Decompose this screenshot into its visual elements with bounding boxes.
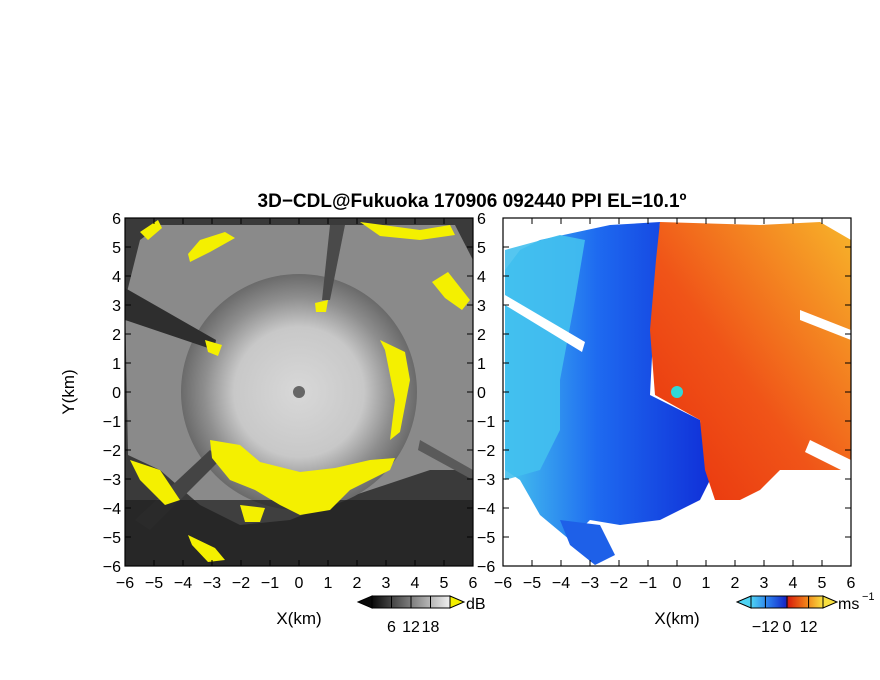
y-tick-label: −1 <box>103 414 121 431</box>
y-tick-label: −5 <box>477 530 495 547</box>
colorbar-tick-label: 0 <box>783 619 792 636</box>
y-tick-label: −4 <box>103 501 121 518</box>
y-tick-label: 5 <box>477 240 486 257</box>
y-tick-label: 1 <box>477 356 486 373</box>
reflectivity-image <box>125 218 473 566</box>
colorbar-tick-label: 12 <box>800 619 818 636</box>
x-tick-label: 0 <box>295 575 304 592</box>
x-tick-label: 0 <box>673 575 682 592</box>
y-tick-label: −3 <box>103 472 121 489</box>
reflectivity-colorbar-ticks: 6 12 18 <box>387 596 440 636</box>
x-tick-label: −6 <box>494 575 512 592</box>
x-tick-label: 5 <box>440 575 449 592</box>
colorbar-tick-label: 18 <box>422 619 440 636</box>
y-tick-label: 6 <box>477 211 486 228</box>
x-tick-label: −1 <box>261 575 279 592</box>
colorbar-tick-label: −12 <box>752 619 779 636</box>
y-tick-label: 4 <box>477 269 486 286</box>
velocity-colorbar-ticks: −12 0 12 <box>752 596 818 636</box>
velocity-panel: −6 −5 −4 −3 −2 −1 0 1 2 3 4 5 6 6 5 4 3 2 1 0 −1 −2 −3 −4 −5 −6 <box>477 211 856 592</box>
velocity-colorbar-unit: ms <box>838 596 859 613</box>
x-tick-label: 6 <box>847 575 856 592</box>
reflectivity-colorbar-unit: dB <box>466 596 486 613</box>
y-tick-label: 3 <box>112 298 121 315</box>
x-tick-label: −5 <box>145 575 163 592</box>
x-tick-label: 1 <box>324 575 333 592</box>
y-tick-label: −6 <box>103 559 121 576</box>
x-tick-label: −3 <box>581 575 599 592</box>
y-tick-label: 3 <box>477 298 486 315</box>
velocity-image <box>503 218 851 566</box>
x-tick-label: −2 <box>610 575 628 592</box>
x-tick-label: 3 <box>382 575 391 592</box>
y-tick-label: −5 <box>103 530 121 547</box>
x-tick-label: 1 <box>702 575 711 592</box>
y-tick-label: 2 <box>477 327 486 344</box>
y-tick-label: 4 <box>112 269 121 286</box>
x-tick-label: −6 <box>116 575 134 592</box>
y-tick-label: −1 <box>477 414 495 431</box>
y-tick-label: 1 <box>112 356 121 373</box>
x-tick-label: 2 <box>731 575 740 592</box>
y-tick-label: 6 <box>112 211 121 228</box>
x-tick-label: 6 <box>469 575 478 592</box>
x-tick-label: 2 <box>353 575 362 592</box>
y-tick-label: 2 <box>112 327 121 344</box>
reflectivity-colorbar: 6 12 18 dB <box>356 595 486 636</box>
velocity-colorbar-unit-exponent: −1 <box>862 591 875 603</box>
x-tick-label: 3 <box>760 575 769 592</box>
x-tick-label: −2 <box>232 575 250 592</box>
chart-title: 3D−CDL@Fukuoka 170906 092440 PPI EL=10.1… <box>258 191 687 212</box>
reflectivity-axis-ticks: −6 −5 −4 −3 −2 −1 0 1 2 3 4 5 6 6 5 4 3 2 1 0 −1 −2 −3 −4 −5 −6 <box>103 211 478 592</box>
x-tick-label: 5 <box>818 575 827 592</box>
x-tick-label: −3 <box>203 575 221 592</box>
reflectivity-y-axis-label: Y(km) <box>59 369 78 414</box>
y-tick-label: −4 <box>477 501 495 518</box>
colorbar-tick-label: 6 <box>387 619 396 636</box>
velocity-axis-ticks: −6 −5 −4 −3 −2 −1 0 1 2 3 4 5 6 6 5 4 3 2 1 0 −1 −2 −3 −4 −5 −6 <box>477 211 856 592</box>
x-tick-label: −4 <box>174 575 192 592</box>
reflectivity-panel: −6 −5 −4 −3 −2 −1 0 1 2 3 4 5 6 6 5 4 3 2 1 0 −1 −2 −3 −4 −5 −6 <box>103 211 478 592</box>
y-tick-label: 0 <box>112 385 121 402</box>
y-tick-label: −3 <box>477 472 495 489</box>
x-tick-label: −5 <box>523 575 541 592</box>
velocity-colorbar: −12 0 12 ms −1 <box>735 591 875 636</box>
y-tick-label: 0 <box>477 385 486 402</box>
x-tick-label: −1 <box>639 575 657 592</box>
y-tick-label: −6 <box>477 559 495 576</box>
y-tick-label: −2 <box>477 443 495 460</box>
y-tick-label: −2 <box>103 443 121 460</box>
x-tick-label: 4 <box>411 575 420 592</box>
reflectivity-x-axis-label: X(km) <box>276 609 321 628</box>
velocity-x-axis-label: X(km) <box>654 609 699 628</box>
colorbar-tick-label: 12 <box>402 619 420 636</box>
x-tick-label: −4 <box>552 575 570 592</box>
x-tick-label: 4 <box>789 575 798 592</box>
y-tick-label: 5 <box>112 240 121 257</box>
